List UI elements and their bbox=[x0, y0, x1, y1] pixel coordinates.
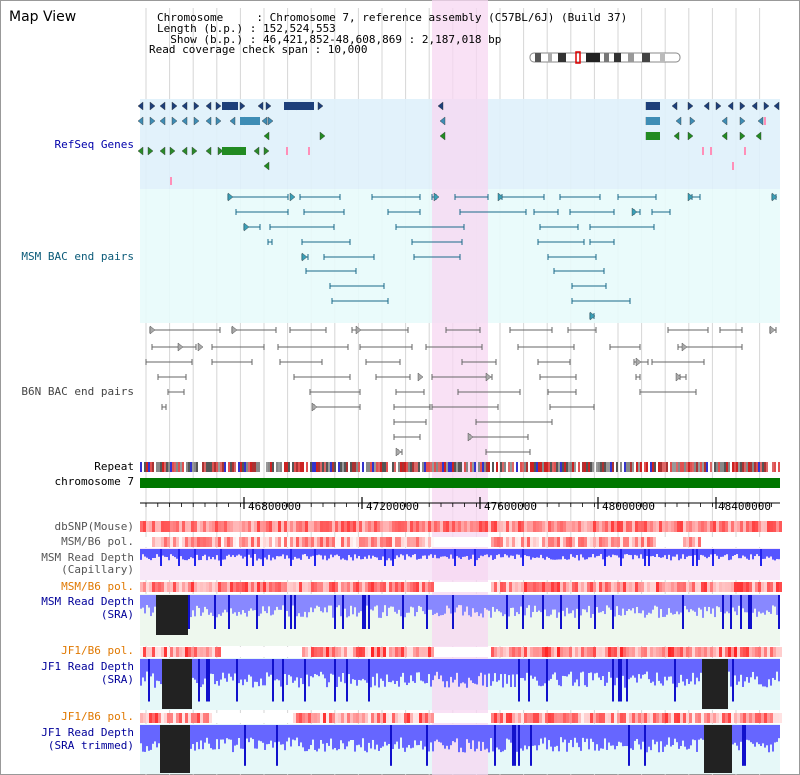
page-title: Map View bbox=[9, 9, 77, 25]
msm-bac-track[interactable] bbox=[227, 192, 778, 321]
label-msm-pol-2[interactable]: MSM/B6 pol. bbox=[61, 580, 134, 593]
ruler-tick-label-1: 46800000 bbox=[248, 500, 301, 513]
label-b6n-bac[interactable]: B6N BAC end pairs bbox=[21, 385, 134, 398]
info-length: Length (b.p.) : 152,524,553 bbox=[157, 22, 336, 35]
chromosome-bar[interactable] bbox=[140, 478, 780, 488]
jf1-b6-pol-track-2[interactable] bbox=[140, 713, 782, 723]
b6n-bac-track[interactable] bbox=[145, 325, 777, 457]
label-msm-depth-sra-sub: (SRA) bbox=[100, 608, 134, 621]
ruler-tick-label-2: 47200000 bbox=[366, 500, 419, 513]
msm-b6-pol-track-2[interactable] bbox=[140, 582, 782, 592]
label-jf1-pol-2[interactable]: JF1/B6 pol. bbox=[61, 710, 134, 723]
ruler bbox=[140, 497, 780, 509]
dbsnp-track[interactable] bbox=[140, 521, 782, 532]
label-msm-pol-1[interactable]: MSM/B6 pol. bbox=[61, 535, 134, 548]
jf1-b6-pol-track-1[interactable] bbox=[140, 647, 782, 657]
refseq-genes-track[interactable] bbox=[137, 101, 780, 185]
highlight-region[interactable] bbox=[432, 0, 488, 775]
label-msm-depth-cap-sub: (Capillary) bbox=[61, 563, 134, 576]
label-jf1-depth-sra[interactable]: JF1 Read Depth bbox=[41, 660, 134, 673]
label-msm-depth-cap[interactable]: MSM Read Depth bbox=[41, 551, 134, 564]
jf1-depth-trim-track[interactable] bbox=[140, 725, 780, 773]
msm-depth-capillary-track[interactable] bbox=[140, 549, 780, 566]
label-repeat[interactable]: Repeat bbox=[94, 460, 134, 473]
label-chromosome[interactable]: chromosome 7 bbox=[54, 475, 134, 488]
ruler-tick-label-5: 48400000 bbox=[718, 500, 771, 513]
chromosome-ideogram[interactable] bbox=[529, 51, 681, 64]
label-jf1-pol-1[interactable]: JF1/B6 pol. bbox=[61, 644, 134, 657]
position-marker bbox=[575, 51, 581, 64]
msm-b6-pol-track-1[interactable] bbox=[140, 537, 782, 547]
info-chromosome: Chromosome : Chromosome 7, reference ass… bbox=[157, 11, 628, 24]
label-jf1-depth-trim-sub: (SRA trimmed) bbox=[47, 739, 134, 752]
repeat-track[interactable] bbox=[140, 462, 780, 472]
label-jf1-depth-sra-sub: (SRA) bbox=[100, 673, 134, 686]
jf1-depth-sra-track[interactable] bbox=[140, 659, 780, 709]
label-refseq[interactable]: RefSeq Genes bbox=[54, 138, 134, 151]
info-show: Show (b.p.) : 46,421,852-48,608,869 : 2,… bbox=[157, 33, 502, 46]
label-msm-depth-sra[interactable]: MSM Read Depth bbox=[41, 595, 134, 608]
label-jf1-depth-trim[interactable]: JF1 Read Depth bbox=[41, 726, 134, 739]
label-msm-bac[interactable]: MSM BAC end pairs bbox=[21, 250, 134, 263]
info-coverage: Read coverage check span : 10,000 bbox=[149, 43, 368, 56]
msm-depth-sra-track[interactable] bbox=[140, 595, 780, 635]
ruler-tick-label-4: 48000000 bbox=[602, 500, 655, 513]
label-dbsnp[interactable]: dbSNP(Mouse) bbox=[54, 520, 134, 533]
ruler-tick-label-3: 47600000 bbox=[484, 500, 537, 513]
